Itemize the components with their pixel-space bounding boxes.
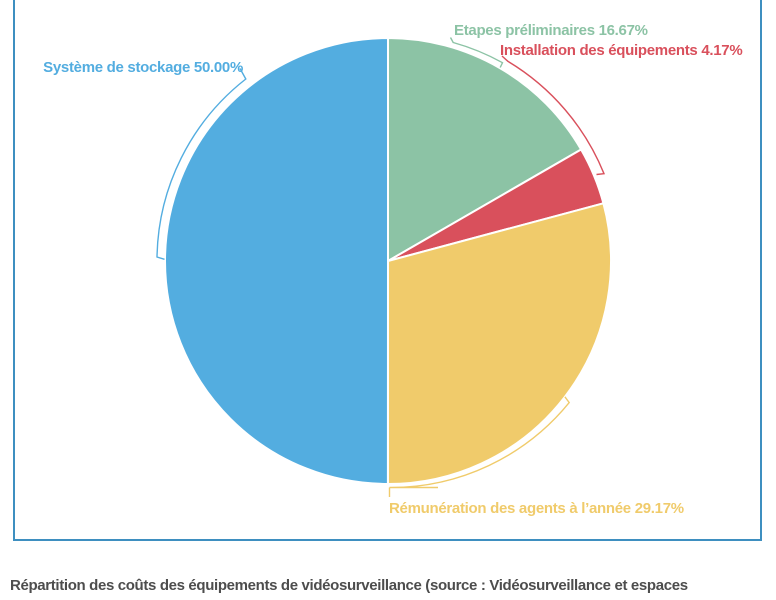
pie-slices <box>164 37 612 485</box>
callout-line-installation <box>501 55 605 176</box>
slice-label-remuneration: Rémunération des agents à l’année 29.17% <box>389 500 684 517</box>
slice-label-installation: Installation des équipements 4.17% <box>500 42 743 59</box>
chart-panel-border <box>13 0 762 541</box>
slice-label-systeme: Système de stockage 50.00% <box>43 59 243 76</box>
pie-slice-0 <box>387 37 583 262</box>
callout-lines <box>156 37 605 497</box>
pie-slice-2 <box>386 202 612 485</box>
figure-caption: Répartition des coûts des équipements de… <box>10 577 688 594</box>
slice-label-etapes: Etapes préliminaires 16.67% <box>454 22 648 39</box>
callout-line-systeme <box>156 68 247 260</box>
callout-line-remuneration <box>388 396 571 497</box>
pie-slice-3 <box>164 37 389 485</box>
callout-line-etapes <box>449 37 504 68</box>
